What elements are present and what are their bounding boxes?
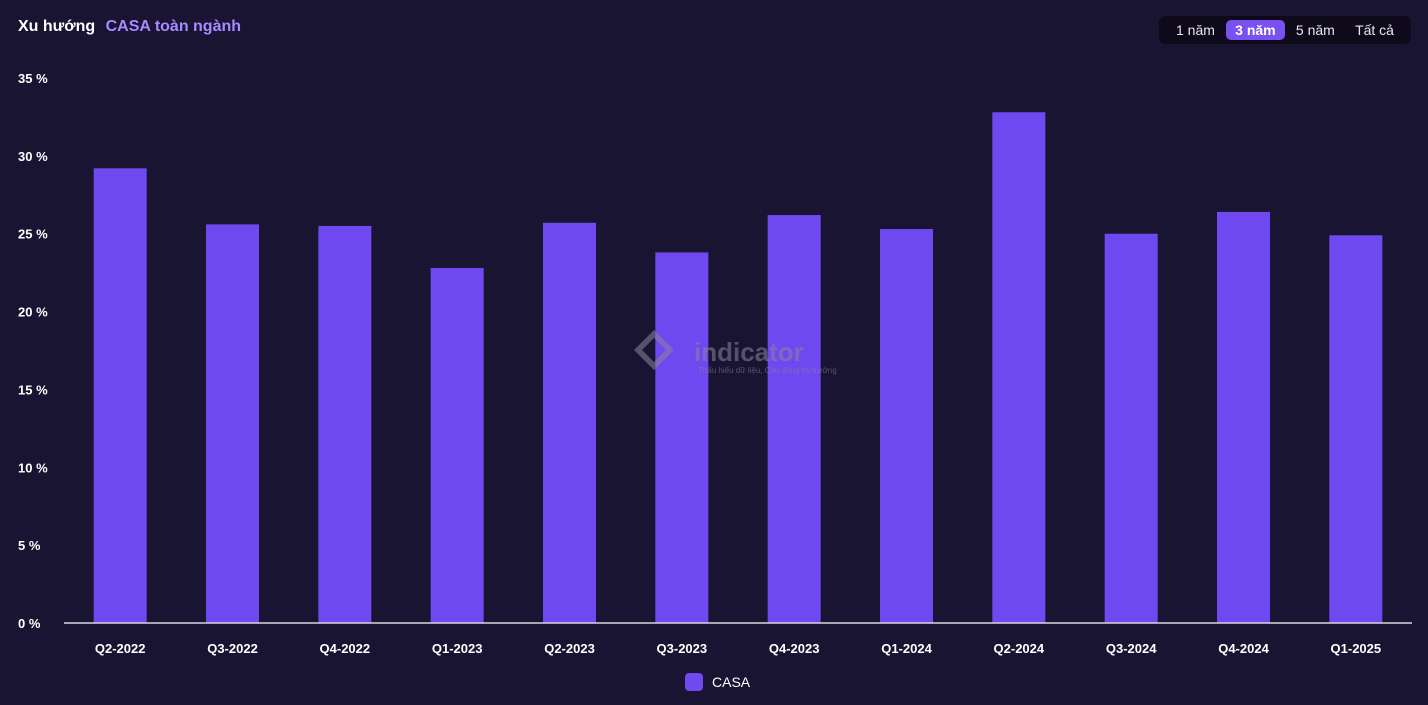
y-tick-label: 5 % xyxy=(18,538,41,553)
y-tick-label: 10 % xyxy=(18,460,48,475)
chart-header: Xu hướng CASA toàn ngành xyxy=(18,18,241,36)
x-tick-label: Q1-2023 xyxy=(432,641,483,656)
y-tick-label: 0 % xyxy=(18,616,41,631)
x-tick-label: Q3-2023 xyxy=(657,641,708,656)
range-3-years-button[interactable]: 3 năm xyxy=(1226,20,1285,40)
bar-q3-2022[interactable] xyxy=(206,224,259,623)
chart-legend: CASA xyxy=(685,673,750,691)
bar-q1-2024[interactable] xyxy=(880,229,933,624)
header-title: CASA toàn ngành xyxy=(105,18,242,35)
bar-q3-2024[interactable] xyxy=(1104,233,1158,623)
x-tick-label: Q3-2024 xyxy=(1106,641,1157,656)
legend-label-casa: CASA xyxy=(712,674,751,690)
bar-q4-2022[interactable] xyxy=(318,225,372,623)
bar-series-casa xyxy=(93,112,1383,624)
x-tick-label: Q4-2022 xyxy=(320,641,371,656)
time-range-selector: 1 năm 3 năm 5 năm Tất cả xyxy=(1159,16,1411,44)
bar-q1-2023[interactable] xyxy=(430,267,484,623)
header-prefix: Xu hướng xyxy=(18,18,96,35)
watermark-logo-icon xyxy=(634,330,674,370)
range-5-years-button[interactable]: 5 năm xyxy=(1287,20,1344,40)
legend-swatch-casa[interactable] xyxy=(685,673,703,691)
x-tick-label: Q2-2023 xyxy=(544,641,595,656)
bar-q2-2022[interactable] xyxy=(93,168,147,624)
x-tick-label: Q4-2023 xyxy=(769,641,820,656)
y-tick-label: 20 % xyxy=(18,305,48,320)
y-tick-label: 30 % xyxy=(18,149,48,164)
bar-q2-2023[interactable] xyxy=(543,222,596,624)
bar-q2-2024[interactable] xyxy=(992,112,1046,623)
y-tick-label: 25 % xyxy=(18,227,48,242)
watermark-tagline: Thấu hiểu dữ liệu, Chủ động thị trường xyxy=(698,366,837,375)
bar-q4-2024[interactable] xyxy=(1217,211,1270,623)
x-tick-label: Q2-2024 xyxy=(994,641,1045,656)
bar-q1-2025[interactable] xyxy=(1329,235,1383,623)
bar-q3-2023[interactable] xyxy=(655,252,709,623)
watermark-logo: indicator Thấu hiểu dữ liệu, Chủ động th… xyxy=(634,330,837,375)
x-tick-label: Q2-2022 xyxy=(95,641,146,656)
x-tick-label: Q4-2024 xyxy=(1218,641,1269,656)
watermark-brand: indicator xyxy=(694,337,804,367)
x-tick-label: Q1-2025 xyxy=(1331,641,1382,656)
y-tick-label: 35 % xyxy=(18,71,48,86)
x-tick-label: Q3-2022 xyxy=(207,641,258,656)
y-axis: 0 % 5 % 10 % 15 % 20 % 25 % 30 % 35 % xyxy=(18,71,48,631)
x-axis: Q2-2022 Q3-2022 Q4-2022 Q1-2023 Q2-2023 Q3-20… xyxy=(95,641,1381,656)
bar-q4-2023[interactable] xyxy=(767,215,821,623)
range-all-button[interactable]: Tất cả xyxy=(1346,20,1403,40)
y-tick-label: 15 % xyxy=(18,382,48,397)
x-tick-label: Q1-2024 xyxy=(881,641,932,656)
range-1-year-button[interactable]: 1 năm xyxy=(1167,20,1224,40)
